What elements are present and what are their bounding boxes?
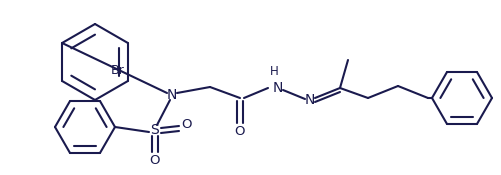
Text: H: H [269, 65, 278, 78]
Text: O: O [234, 125, 245, 138]
Text: N: N [304, 93, 315, 107]
Text: Br: Br [111, 64, 125, 77]
Text: N: N [272, 81, 283, 95]
Text: S: S [150, 123, 159, 137]
Text: N: N [166, 88, 177, 102]
Text: O: O [149, 154, 160, 167]
Text: O: O [181, 118, 191, 131]
